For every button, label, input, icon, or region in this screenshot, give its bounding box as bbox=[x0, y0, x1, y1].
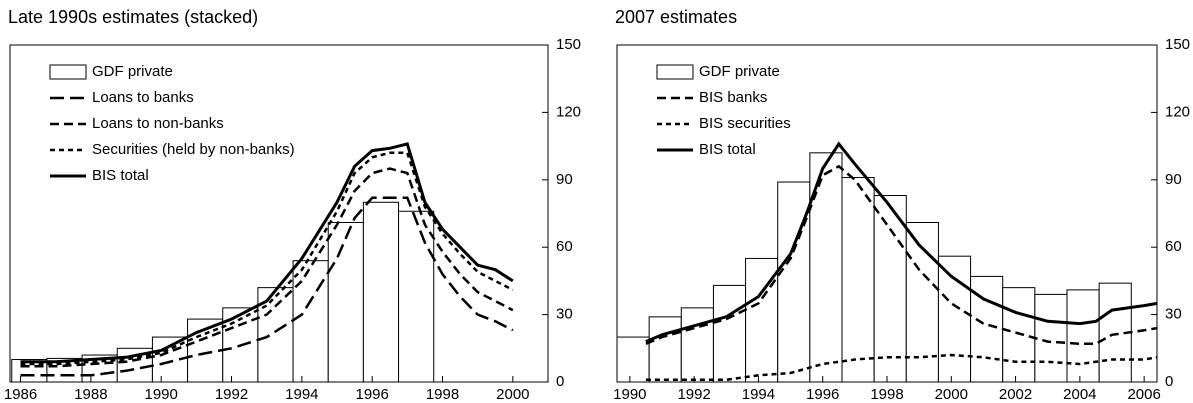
x-tick-label: 2000 bbox=[496, 386, 529, 403]
line bbox=[645, 141, 1158, 343]
legend-label: GDF private bbox=[699, 63, 780, 80]
y-tick-label: 0 bbox=[556, 373, 564, 390]
x-tick-label: 1996 bbox=[355, 386, 388, 403]
bar bbox=[1034, 293, 1068, 383]
line bbox=[645, 164, 1158, 346]
x-tick-label: 2006 bbox=[1127, 386, 1160, 403]
y-tick-label: 60 bbox=[556, 238, 573, 255]
x-tick-label: 1990 bbox=[145, 386, 178, 403]
bar bbox=[1066, 289, 1100, 383]
y-tick-label: 30 bbox=[556, 306, 573, 323]
bar bbox=[616, 336, 650, 383]
legend-label: Securities (held by non-banks) bbox=[92, 141, 295, 158]
bar bbox=[398, 210, 435, 383]
line bbox=[20, 142, 514, 364]
x-tick-label: 1998 bbox=[426, 386, 459, 403]
x-tick-label: 1992 bbox=[677, 386, 710, 403]
bar bbox=[1002, 287, 1036, 383]
line bbox=[20, 196, 514, 377]
x-tick-label: 2000 bbox=[935, 386, 968, 403]
legend-label: Loans to non-banks bbox=[92, 115, 224, 132]
legend-label: BIS total bbox=[699, 141, 756, 158]
bar bbox=[873, 195, 907, 383]
legend-label: Loans to banks bbox=[92, 89, 194, 106]
legend-swatch bbox=[656, 64, 694, 80]
y-tick-label: 90 bbox=[556, 171, 573, 188]
x-tick-label: 1994 bbox=[742, 386, 775, 403]
y-tick-label: 150 bbox=[1165, 36, 1190, 53]
legend-label: BIS total bbox=[92, 167, 149, 184]
x-tick-label: 1990 bbox=[613, 386, 646, 403]
bar bbox=[648, 316, 682, 383]
y-tick-label: 120 bbox=[1165, 103, 1190, 120]
y-tick-label: 60 bbox=[1165, 238, 1182, 255]
x-tick-label: 2004 bbox=[1063, 386, 1096, 403]
y-tick-label: 30 bbox=[1165, 306, 1182, 323]
x-tick-label: 2002 bbox=[999, 386, 1032, 403]
legend-label: BIS securities bbox=[699, 115, 791, 132]
x-tick-label: 1994 bbox=[285, 386, 318, 403]
bar bbox=[362, 201, 400, 383]
legend-swatch bbox=[49, 64, 87, 80]
line bbox=[20, 167, 514, 368]
plot-frame bbox=[9, 44, 549, 383]
x-tick-label: 1998 bbox=[870, 386, 903, 403]
line bbox=[645, 353, 1158, 382]
bar bbox=[680, 307, 714, 383]
x-tick-label: 1992 bbox=[215, 386, 248, 403]
x-tick-label: 1996 bbox=[806, 386, 839, 403]
legend-label: GDF private bbox=[92, 63, 173, 80]
legend-label: BIS banks bbox=[699, 89, 767, 106]
y-tick-label: 0 bbox=[1165, 373, 1173, 390]
bar bbox=[937, 255, 972, 383]
y-tick-label: 150 bbox=[556, 36, 581, 53]
bar bbox=[841, 177, 875, 383]
bar bbox=[777, 181, 811, 383]
y-tick-label: 90 bbox=[1165, 171, 1182, 188]
chart-title: 2007 estimates bbox=[615, 7, 737, 27]
x-tick-label: 1988 bbox=[74, 386, 107, 403]
bar bbox=[327, 221, 364, 383]
x-tick-label: 1986 bbox=[4, 386, 37, 403]
bar bbox=[712, 284, 747, 383]
line bbox=[20, 151, 514, 366]
chart-title: Late 1990s estimates (stacked) bbox=[8, 7, 258, 27]
y-tick-label: 120 bbox=[556, 103, 581, 120]
